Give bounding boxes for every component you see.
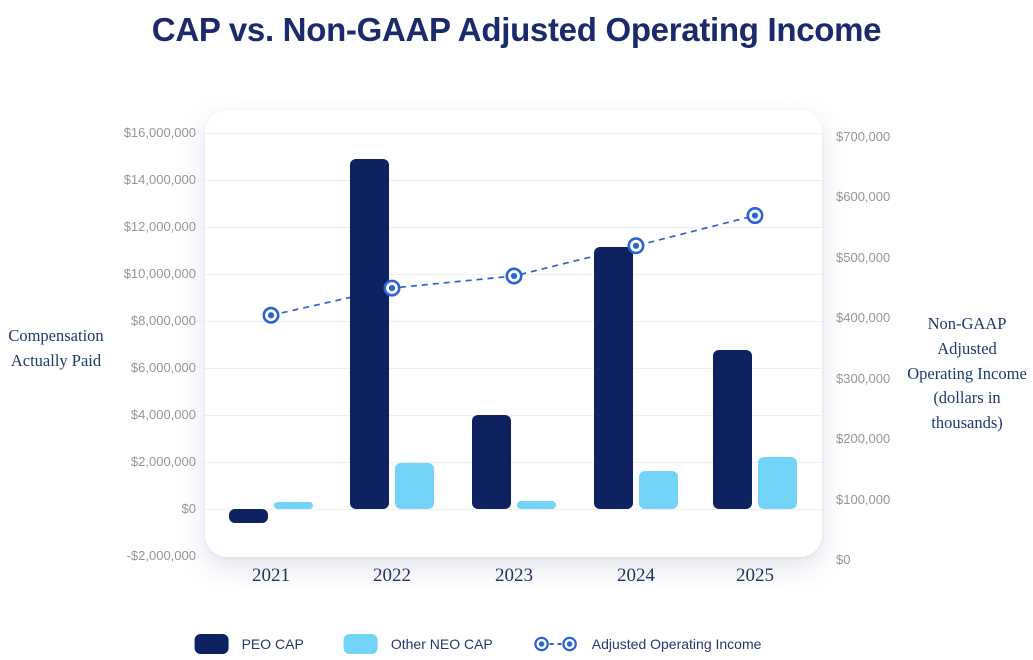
legend-item-other-neo-cap: Other NEO CAP [343,634,493,654]
other-neo-cap-bar-2021 [274,501,313,509]
x-axis-label-2022: 2022 [373,565,411,586]
peo-cap-bar-2023 [472,415,511,509]
axis-title-line: Non-GAAP [927,314,1007,333]
gridline [205,368,822,369]
chart-title: CAP vs. Non-GAAP Adjusted Operating Inco… [151,11,882,48]
axis-title-line: (dollars in [933,388,1001,408]
right-axis-tick: $200,000 [836,431,891,447]
peo-cap-bar-2025 [713,350,752,509]
legend: PEO CAP Other NEO CAP Adjusted Operating… [194,633,762,655]
left-axis-tick: $16,000,000 [123,125,196,140]
bars-layer [205,110,822,557]
peo-cap-swatch [194,634,229,654]
legend-item-peo-cap: PEO CAP [194,634,304,654]
left-axis-tick: $8,000,000 [130,313,196,328]
x-axis-label-2025: 2025 [736,565,774,586]
aoi-marker-dot [510,272,518,280]
legend-label: Adjusted Operating Income [591,636,762,652]
gridline [205,321,822,322]
legend-bullseye-dot [567,641,573,647]
left-axis-tick: $12,000,000 [123,219,196,234]
left-axis-tick: $2,000,000 [130,454,196,469]
gridline [205,180,822,181]
legend-label: Other NEO CAP [390,636,493,652]
peo-cap-bar-2021 [229,509,268,524]
axis-title-line: Adjusted [937,338,997,358]
left-axis-title: Compensation Actually Paid [0,324,112,374]
left-axis-tick: $4,000,000 [130,407,196,422]
left-axis-tick: $6,000,000 [130,360,196,375]
right-axis-tick: $600,000 [836,189,891,205]
other-neo-cap-bar-2025 [758,457,797,509]
legend-item-adjusted-operating-income: Adjusted Operating Income [533,633,762,655]
other-neo-cap-bar-2023 [517,500,556,509]
legend-bullseye-dot [539,641,545,647]
right-axis-tick: $400,000 [836,310,891,326]
legend-label: PEO CAP [241,636,304,652]
right-axis-tick: $700,000 [836,129,891,144]
axis-title-line: Compensation [8,326,104,345]
x-axis-label-2021: 2021 [252,565,290,586]
aoi-marker-dot [388,284,396,292]
other-neo-cap-bar-2024 [639,471,678,509]
peo-cap-bar-2022 [350,158,389,509]
other-neo-cap-swatch [343,634,378,654]
axis-title-line: Actually Paid [10,350,102,370]
left-axis-tick: $0 [181,501,196,516]
adjusted-operating-income-markers [262,207,764,324]
x-axis-label-2024: 2024 [617,565,655,586]
dashed-line-marker-icon [534,636,578,652]
other-neo-cap-bar-2022 [395,463,434,509]
right-axis-title: Non-GAAP Adjusted Operating Income (dollars… [904,312,1030,436]
left-axis-tick: -$2,000,000 [126,548,196,563]
aoi-marker-dot [632,242,640,249]
right-axis-tick: $300,000 [836,370,891,386]
right-axis-tick: $0 [836,552,851,567]
aoi-marker-dot [267,312,275,319]
x-axis-label-2023: 2023 [495,565,533,586]
left-axis-tick: $14,000,000 [123,172,196,187]
gridline [205,415,822,416]
gridline [205,462,822,463]
gridline [205,227,822,228]
axis-title-line: Operating Income [907,363,1027,383]
right-axis-tick: $500,000 [836,249,891,265]
aoi-marker-dot [751,212,759,219]
right-axis-tick: $100,000 [836,491,891,507]
axis-title-line: thousands) [931,413,1003,432]
gridline [205,133,822,134]
left-axis-tick: $10,000,000 [123,266,196,281]
plot-area [205,110,822,557]
gridline [205,509,822,510]
peo-cap-bar-2024 [594,246,633,509]
